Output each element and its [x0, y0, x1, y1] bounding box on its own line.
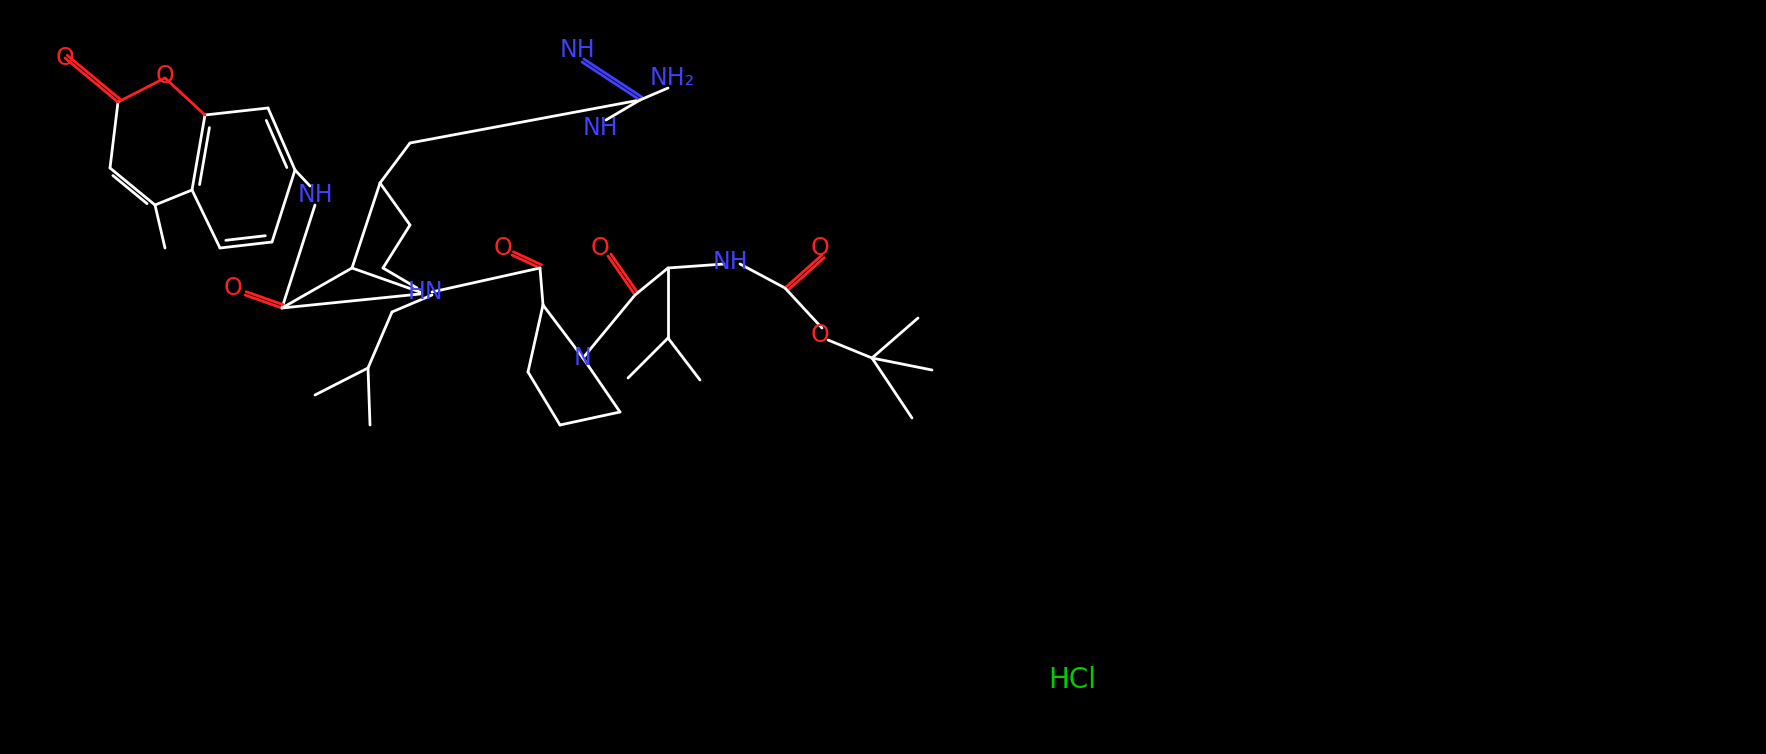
Text: HCl: HCl	[1047, 666, 1097, 694]
Text: NH: NH	[712, 250, 747, 274]
Text: N: N	[574, 346, 592, 370]
Text: O: O	[55, 46, 74, 70]
Text: NH₂: NH₂	[650, 66, 694, 90]
Text: O: O	[155, 64, 175, 88]
Text: O: O	[811, 236, 830, 260]
Text: HN: HN	[408, 280, 443, 304]
Text: NH: NH	[560, 38, 595, 62]
Text: NH: NH	[297, 183, 332, 207]
Text: O: O	[224, 276, 242, 300]
Text: O: O	[494, 236, 512, 260]
Text: O: O	[590, 236, 609, 260]
Text: O: O	[811, 323, 830, 347]
Text: NH: NH	[583, 116, 618, 140]
